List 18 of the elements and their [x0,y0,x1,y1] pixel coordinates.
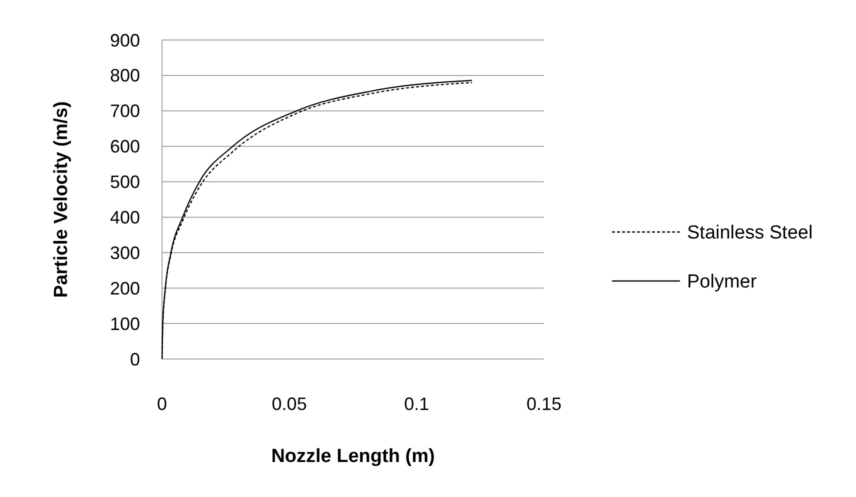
y-tick-label: 400 [110,208,140,228]
y-tick-label: 100 [110,314,140,334]
x-tick-label: 0.05 [272,394,307,414]
y-tick-label: 600 [110,136,140,157]
y-tick-label: 700 [110,101,140,122]
x-axis-title: Nozzle Length (m) [271,446,435,467]
y-tick-label: 0 [130,349,140,370]
legend-label: Stainless Steel [687,222,813,244]
y-tick-label: 200 [110,278,140,298]
y-axis-title: Particle Velocity (m/s) [51,101,72,298]
legend-label: Polymer [687,272,758,293]
y-tick-label: 800 [110,66,140,86]
y-tick-label: 900 [110,30,140,50]
y-tick-label: 300 [110,242,140,263]
y-tick-label: 500 [110,172,140,192]
x-tick-label: 0.15 [526,394,562,414]
x-tick-label: 0 [156,394,168,414]
x-tick-label: 0.1 [404,394,430,414]
